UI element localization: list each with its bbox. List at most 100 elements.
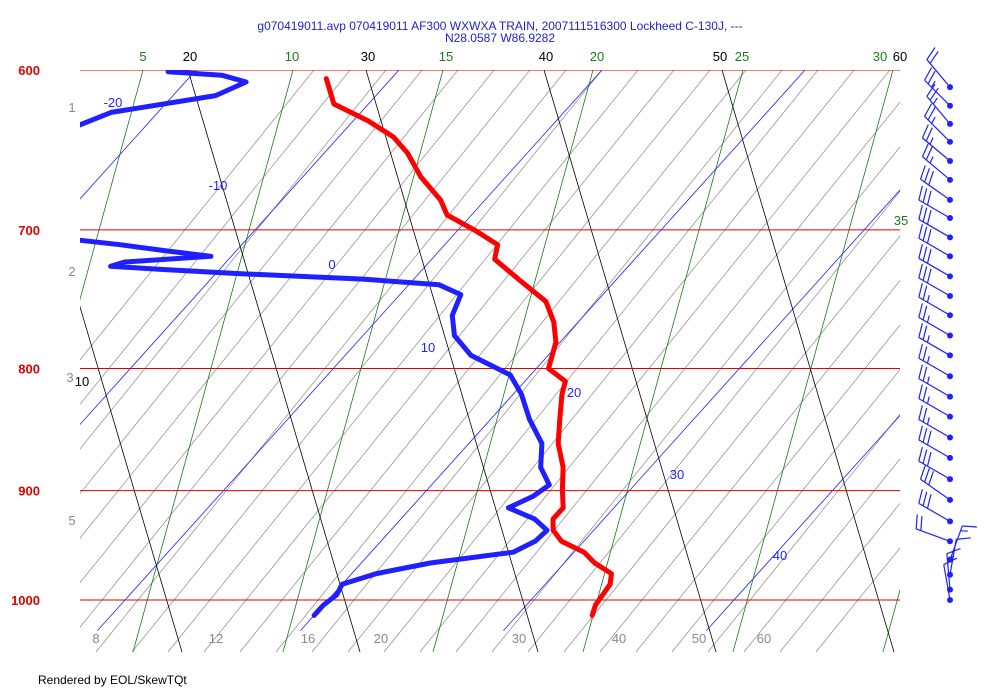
wind-barb xyxy=(943,557,958,603)
mixing-ratio-line xyxy=(80,70,423,495)
mixing-ratio-line xyxy=(527,190,900,652)
isotherm-label: 40 xyxy=(773,548,787,563)
wind-barb xyxy=(918,343,953,380)
mixing-ratio-label: 12 xyxy=(209,631,223,646)
isotherm-line xyxy=(706,414,900,631)
wind-barb xyxy=(915,514,953,545)
dry-adiabat-line xyxy=(721,70,895,652)
mixing-ratio-line xyxy=(671,369,900,652)
mixing-ratio-line xyxy=(311,70,783,652)
isobar-label: 800 xyxy=(18,361,40,376)
mixing-ratio-label: 20 xyxy=(374,631,388,646)
mixing-ratio-line xyxy=(80,70,315,361)
wind-barb xyxy=(918,244,953,280)
moist-adiabat-label: 15 xyxy=(439,49,453,64)
mixing-ratio-line xyxy=(455,101,900,652)
mixing-ratio-line xyxy=(80,70,351,405)
moist-adiabat-line xyxy=(882,588,900,652)
wind-barb xyxy=(918,425,953,461)
dry-adiabat-line xyxy=(543,70,717,652)
mixing-ratio-line xyxy=(599,279,900,652)
mixing-ratio-line xyxy=(275,70,747,652)
isobar-label: 700 xyxy=(18,223,40,238)
wind-barb xyxy=(918,446,953,483)
mixing-ratio-label: 3 xyxy=(66,370,73,385)
mixing-ratio-line xyxy=(167,70,639,652)
moist-adiabat-line xyxy=(80,70,144,301)
dry-adiabat-line xyxy=(187,70,361,652)
isotherm-line xyxy=(80,70,400,426)
dry-adiabat-label: 20 xyxy=(183,49,197,64)
dry-adiabat-label: 60 xyxy=(893,49,907,64)
wind-barb xyxy=(918,384,953,420)
moist-adiabat-line xyxy=(432,70,594,652)
chart-title: g070419011.avp 070419011 AF300 WXWXA TRA… xyxy=(0,20,1000,44)
isotherm-label: -10 xyxy=(209,178,228,193)
mixing-ratio-label: 2 xyxy=(68,264,75,279)
mixing-ratio-line xyxy=(491,146,900,652)
plot-area xyxy=(80,0,1000,652)
mixing-ratio-line xyxy=(635,324,900,652)
moist-adiabat-label: 20 xyxy=(590,49,604,64)
moist-adiabat-label: 5 xyxy=(139,49,146,64)
mixing-ratio-label: 8 xyxy=(92,631,99,646)
mixing-ratio-line xyxy=(419,70,891,652)
wind-barb xyxy=(918,282,953,319)
wind-barb xyxy=(918,489,953,525)
isotherm-label: 0 xyxy=(328,257,335,272)
temperature-trace xyxy=(323,76,614,618)
isobar-label: 900 xyxy=(18,484,40,499)
footer-credit: Rendered by EOL/SkewTQt xyxy=(38,673,187,687)
moist-adiabat-label: 25 xyxy=(735,49,749,64)
wind-barb xyxy=(947,525,977,563)
wind-barb xyxy=(926,83,953,127)
wind-barb xyxy=(926,47,953,91)
mixing-ratio-label: 50 xyxy=(692,631,706,646)
moist-adiabat-line xyxy=(732,70,894,652)
wind-barb xyxy=(919,465,953,503)
mixing-ratio-line xyxy=(95,70,567,652)
mixing-ratio-line xyxy=(563,235,900,652)
isotherm-label: 20 xyxy=(567,385,581,400)
mixing-ratio-label: 16 xyxy=(301,631,315,646)
mixing-ratio-line xyxy=(743,458,900,652)
title-line-1: g070419011.avp 070419011 AF300 WXWXA TRA… xyxy=(257,19,743,33)
wind-barb xyxy=(918,263,953,299)
mixing-ratio-line xyxy=(80,70,459,539)
mixing-ratio-line xyxy=(347,70,819,652)
dry-adiabat-line xyxy=(365,70,539,652)
wind-barb xyxy=(918,405,953,441)
mixing-ratio-line xyxy=(80,70,387,450)
dry-adiabat-label: 50 xyxy=(713,49,727,64)
moist-adiabat-line xyxy=(132,70,294,652)
dry-adiabat-label: 30 xyxy=(361,49,375,64)
mixing-ratio-label: 40 xyxy=(612,631,626,646)
title-line-2: N28.0587 W86.9282 xyxy=(444,31,556,45)
dry-adiabat-label: 10 xyxy=(75,374,89,389)
moist-adiabat-label: 35 xyxy=(894,213,908,228)
wind-barb xyxy=(918,185,953,222)
isotherm-line xyxy=(909,0,1000,631)
moist-adiabat-label: 10 xyxy=(285,49,299,64)
wind-barb xyxy=(921,124,953,164)
mixing-ratio-line xyxy=(80,70,531,628)
dry-adiabat-line xyxy=(899,70,900,72)
mixing-ratio-line xyxy=(131,70,603,652)
mixing-ratio-label: 1 xyxy=(68,100,75,115)
wind-barb xyxy=(924,67,953,109)
wind-barb xyxy=(918,303,953,339)
moist-adiabat-label: 30 xyxy=(873,49,887,64)
isobar-label: 1000 xyxy=(11,593,40,608)
wind-barb xyxy=(918,323,953,359)
isotherm-label: 30 xyxy=(670,467,684,482)
wind-barb xyxy=(919,165,953,203)
mixing-ratio-line xyxy=(203,70,675,652)
mixing-ratio-label: 30 xyxy=(512,631,526,646)
mixing-ratio-label: 5 xyxy=(68,513,75,528)
dewpoint-trace xyxy=(80,70,552,618)
wind-barb xyxy=(918,205,953,241)
wind-barb xyxy=(918,364,953,400)
mixing-ratio-line xyxy=(383,70,855,652)
